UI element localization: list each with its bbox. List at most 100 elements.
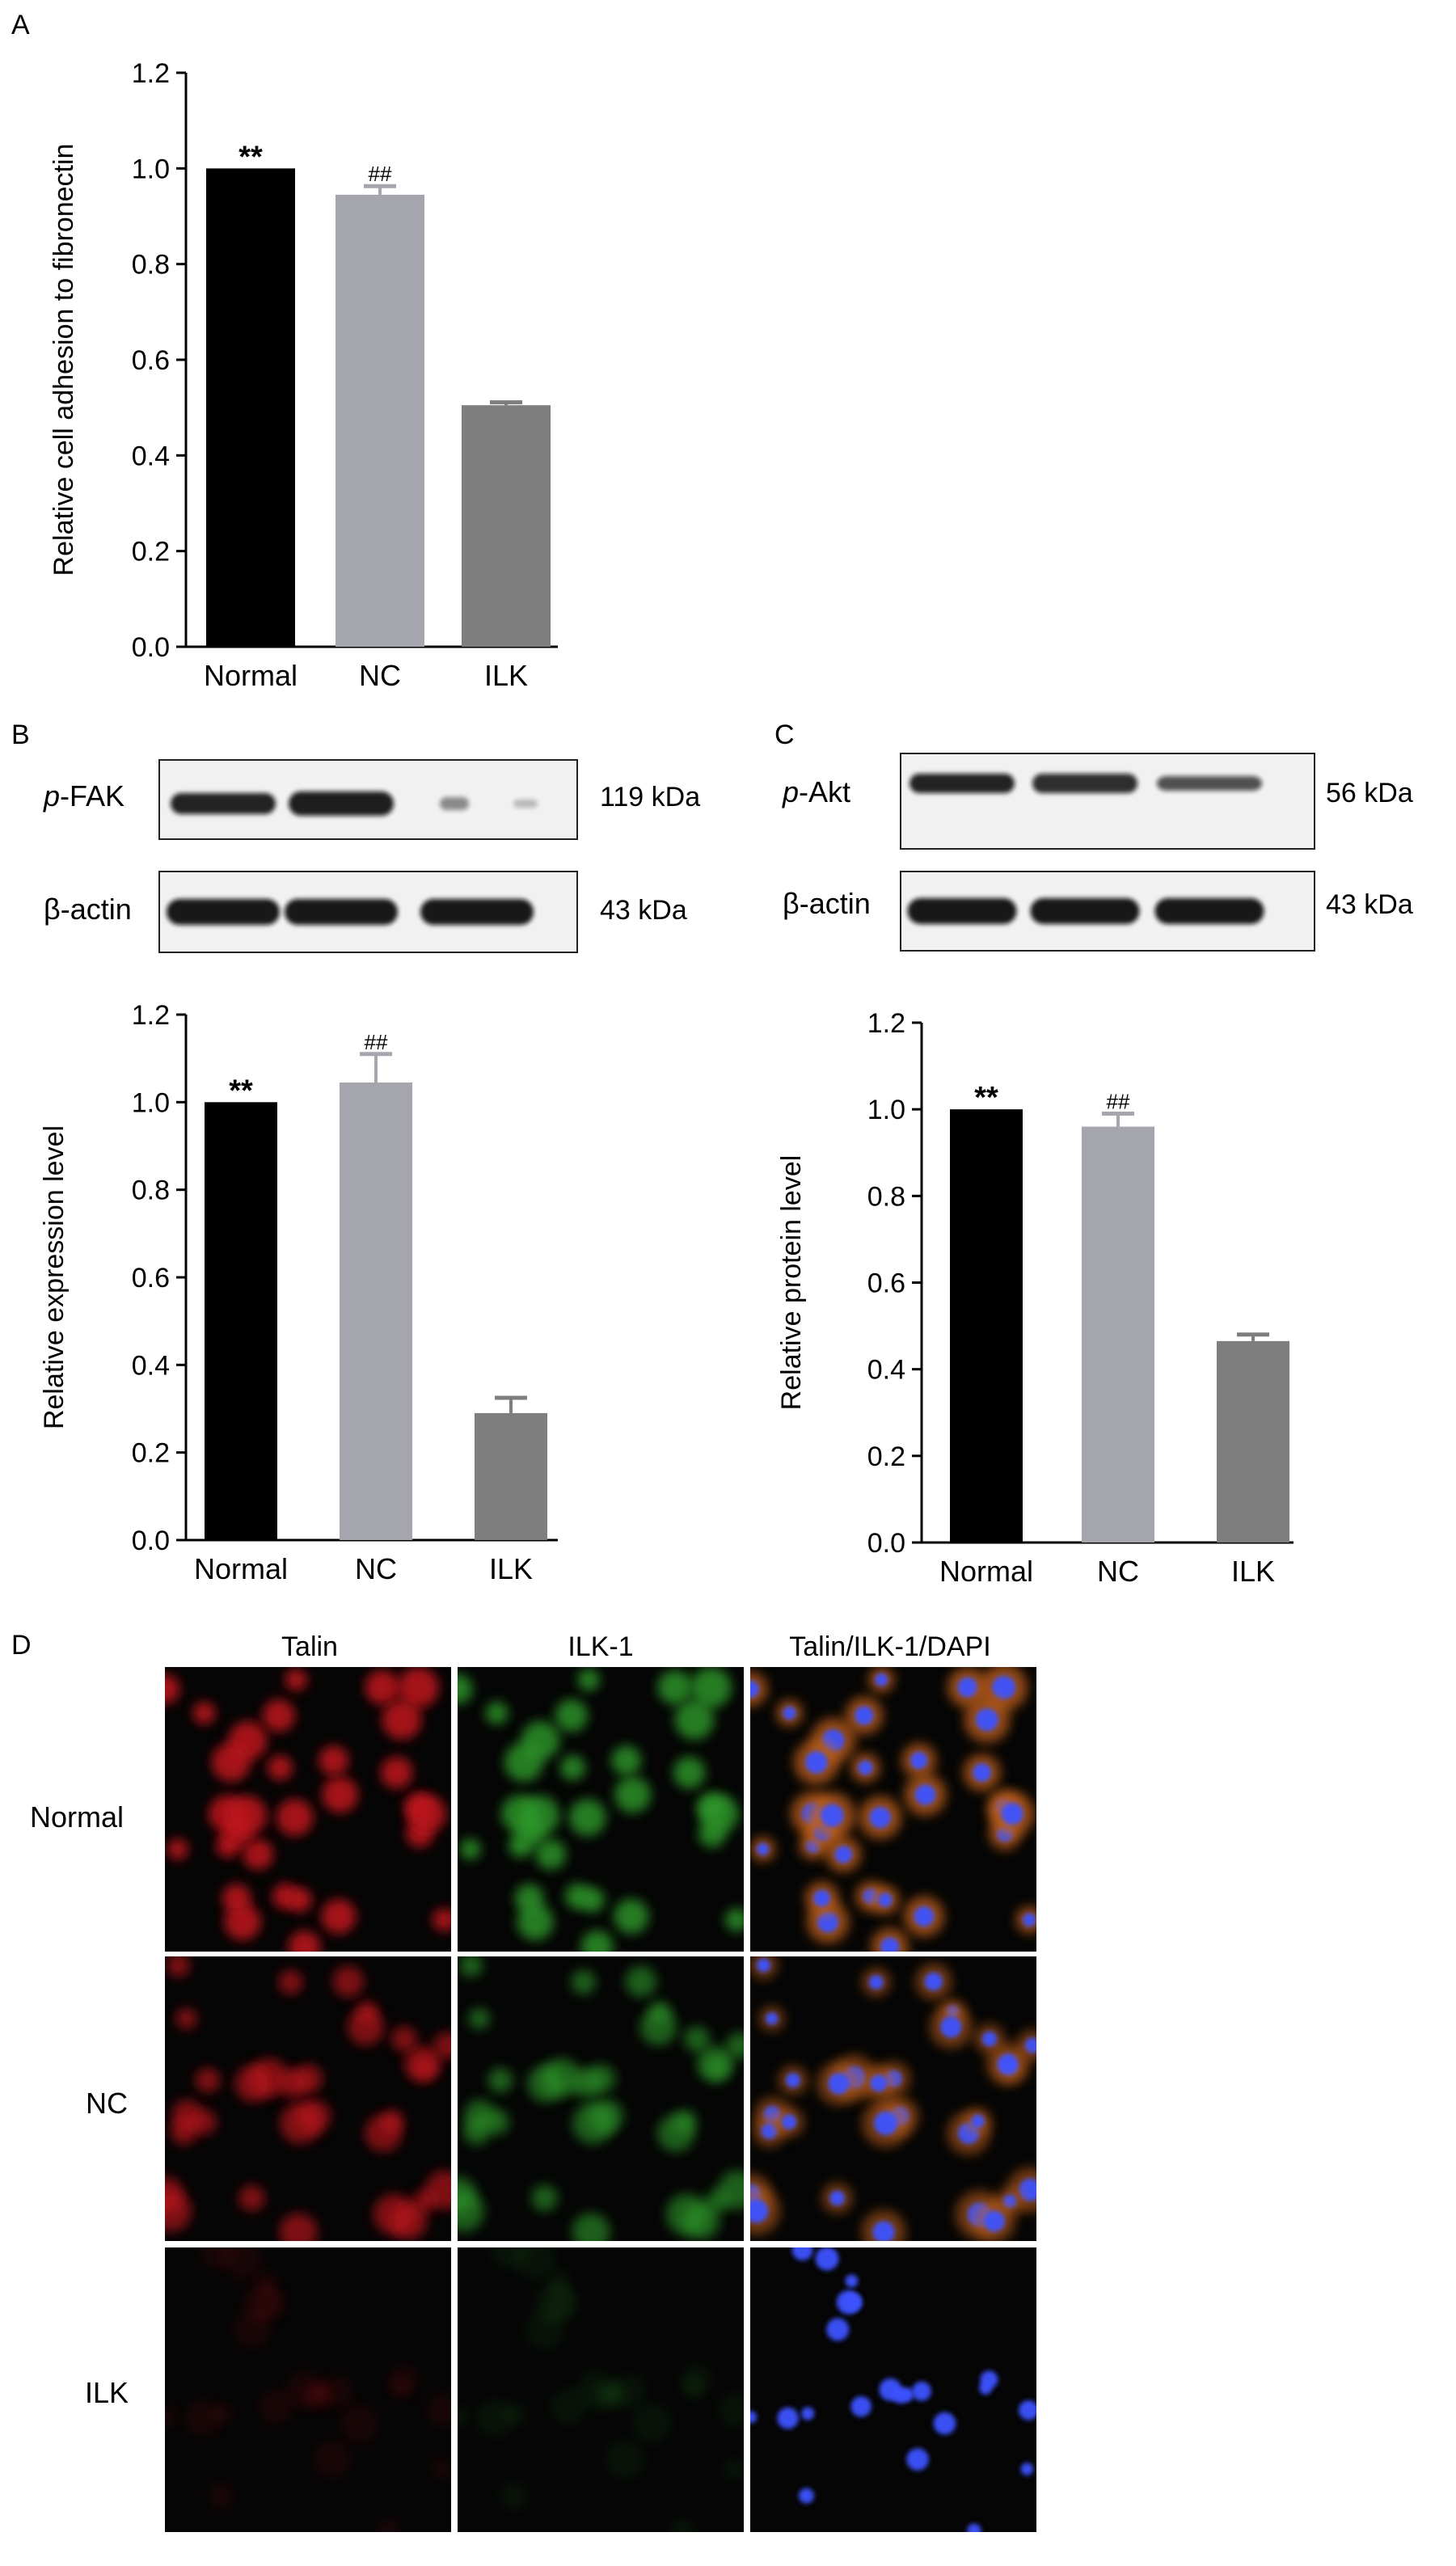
micro-row-label-nc: NC bbox=[86, 2087, 128, 2120]
x-tick-label: ILK bbox=[1231, 1555, 1275, 1588]
blot-band bbox=[167, 899, 280, 925]
blot-band bbox=[909, 774, 1015, 793]
panel-label-c: C bbox=[774, 720, 795, 750]
micro-background bbox=[165, 1956, 451, 2241]
blot-band bbox=[285, 899, 398, 925]
bar-ilk bbox=[1217, 1340, 1289, 1543]
y-tick-label: 0.6 bbox=[867, 1268, 905, 1299]
blot-band bbox=[289, 791, 394, 816]
blot-b-row2-label: β-actin bbox=[44, 893, 132, 926]
bar-normal bbox=[206, 168, 295, 648]
y-tick-label: 0.8 bbox=[132, 1175, 170, 1206]
blot-c-row1-size: 56 kDa bbox=[1326, 778, 1413, 808]
significance-marker: ** bbox=[229, 1074, 253, 1108]
y-tick-label: 0.4 bbox=[867, 1355, 905, 1386]
y-tick-label: 0.4 bbox=[132, 441, 170, 471]
x-tick-label: NC bbox=[359, 659, 401, 692]
y-tick-label: 0.0 bbox=[132, 1526, 170, 1556]
x-tick-label: Normal bbox=[204, 659, 298, 692]
blot-band bbox=[1157, 776, 1262, 791]
micro-col-label-merge: Talin/ILK-1/DAPI bbox=[789, 1631, 990, 1662]
significance-marker: ** bbox=[238, 140, 263, 174]
bar-nc bbox=[1082, 1126, 1154, 1543]
chart-b: 0.0 0.2 0.4 0.6 0.8 1.0 1.2 Relative expression… bbox=[39, 1000, 558, 1585]
blot-band bbox=[171, 793, 276, 814]
y-tick-label: 0.0 bbox=[867, 1528, 905, 1559]
panel-label-b: B bbox=[11, 720, 30, 750]
blot-b-row1-size: 119 kDa bbox=[600, 782, 700, 812]
x-tick-label: NC bbox=[1097, 1555, 1139, 1588]
significance-marker: ## bbox=[365, 1030, 388, 1054]
x-tick-label: Normal bbox=[194, 1552, 288, 1585]
blot-band bbox=[1030, 898, 1140, 924]
y-tick-label: 1.2 bbox=[132, 58, 170, 89]
y-tick-label: 0.8 bbox=[132, 250, 170, 281]
chart-a: 0.0 0.2 0.4 0.6 0.8 1.0 1.2 Relative cell adhes… bbox=[49, 58, 558, 692]
x-tick-label: Normal bbox=[939, 1555, 1033, 1588]
blot-b-row2-size: 43 kDa bbox=[600, 895, 687, 926]
blot-band bbox=[440, 797, 469, 810]
y-tick-label: 0.8 bbox=[867, 1181, 905, 1212]
micro-tile-nc-1 bbox=[458, 1956, 744, 2241]
y-tick-label: 0.4 bbox=[132, 1350, 170, 1381]
micro-tile-normal-0 bbox=[165, 1667, 451, 1952]
blot-c-row2 bbox=[900, 871, 1315, 952]
micro-tile-nc-2 bbox=[750, 1956, 1036, 2241]
micro-tile-nc-0 bbox=[165, 1956, 451, 2241]
micro-background bbox=[458, 1956, 744, 2241]
bar-nc bbox=[340, 1082, 412, 1540]
bar-ilk bbox=[462, 405, 551, 647]
y-tick-label: 0.6 bbox=[132, 1263, 170, 1294]
y-axis-label: Relative expression level bbox=[39, 1125, 70, 1429]
y-tick-label: 1.0 bbox=[132, 154, 170, 184]
chart-c: 0.0 0.2 0.4 0.6 0.8 1.0 1.2 Relative protein le… bbox=[776, 1008, 1294, 1588]
blot-band bbox=[1154, 898, 1264, 924]
x-tick-label: ILK bbox=[484, 659, 528, 692]
blot-frame bbox=[900, 753, 1315, 850]
western-blot-b: p-FAK 119 kDa β-actin 43 kDa bbox=[43, 759, 700, 953]
blot-c-row2-label: β-actin bbox=[783, 887, 871, 920]
x-tick-label: NC bbox=[355, 1552, 397, 1585]
micro-tile-normal-1 bbox=[458, 1667, 744, 1952]
y-axis-label: Relative cell adhesion to fibronectin bbox=[49, 144, 79, 576]
blot-c-row2-size: 43 kDa bbox=[1326, 889, 1413, 920]
y-axis-label: Relative protein level bbox=[776, 1155, 807, 1411]
blot-band bbox=[1032, 774, 1137, 793]
bar-nc bbox=[336, 194, 424, 647]
panel-label-a: A bbox=[11, 10, 30, 40]
y-tick-label: 1.2 bbox=[867, 1008, 905, 1039]
bar-ilk bbox=[475, 1412, 547, 1540]
y-tick-label: 1.2 bbox=[132, 1000, 170, 1031]
bar-normal bbox=[205, 1102, 277, 1540]
micro-tile-ilk-1 bbox=[458, 2247, 744, 2532]
blot-c-row1 bbox=[900, 753, 1315, 850]
blot-b-row1-label: p-FAK bbox=[43, 779, 124, 812]
y-tick-label: 0.6 bbox=[132, 345, 170, 376]
micro-row-label-normal: Normal bbox=[30, 1800, 124, 1834]
y-tick-label: 1.0 bbox=[867, 1095, 905, 1125]
blot-c-row1-label: p-Akt bbox=[782, 775, 850, 808]
y-tick-label: 1.0 bbox=[132, 1087, 170, 1118]
significance-marker: ## bbox=[369, 162, 392, 186]
y-tick-label: 0.0 bbox=[132, 632, 170, 663]
y-tick-label: 0.2 bbox=[132, 1438, 170, 1469]
micro-row-label-ilk: ILK bbox=[85, 2376, 129, 2409]
x-tick-label: ILK bbox=[489, 1552, 533, 1585]
panel-label-d: D bbox=[11, 1630, 32, 1661]
micro-tile-ilk-2 bbox=[750, 2247, 1036, 2532]
microscopy-grid: Talin ILK-1 Talin/ILK-1/DAPI Normal NC I… bbox=[30, 1631, 1036, 2532]
micro-col-label-ilk1: ILK-1 bbox=[568, 1631, 633, 1662]
blot-band bbox=[513, 800, 538, 808]
blot-b-row2 bbox=[158, 871, 578, 953]
significance-marker: ** bbox=[974, 1081, 998, 1115]
y-tick-label: 0.2 bbox=[867, 1441, 905, 1472]
blot-band bbox=[420, 899, 534, 925]
bar-normal bbox=[950, 1109, 1023, 1543]
blot-band bbox=[907, 898, 1017, 924]
significance-marker: ## bbox=[1107, 1090, 1130, 1114]
micro-tile-normal-2 bbox=[750, 1667, 1036, 1952]
micro-tile-ilk-0 bbox=[165, 2247, 451, 2532]
y-tick-label: 0.2 bbox=[132, 537, 170, 568]
